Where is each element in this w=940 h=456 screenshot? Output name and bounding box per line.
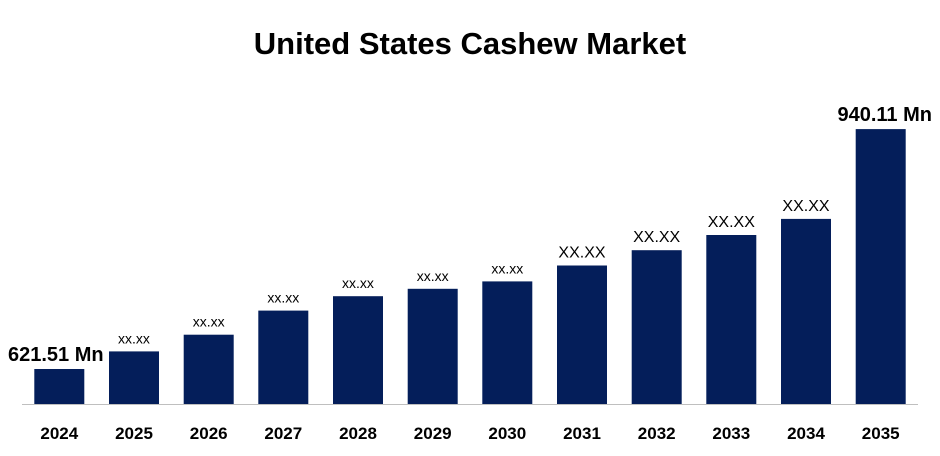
x-tick-label-2026: 2026 xyxy=(190,424,228,443)
bar-2034 xyxy=(781,218,831,404)
x-tick-labels-group: 2024 2025 2026 2027 2028 2029 2030 2031 2032 2033… xyxy=(40,424,899,443)
x-tick-label-2034: 2034 xyxy=(787,424,825,443)
value-label-2027: xx.xx xyxy=(267,290,299,306)
bar-2025 xyxy=(109,351,159,404)
x-tick-label-2035: 2035 xyxy=(862,424,900,443)
value-labels-group: 621.51 Mn xx.xx xx.xx xx.xx xx.xx xx.xx xx.xx X… xyxy=(8,104,932,366)
value-label-2030: xx.xx xyxy=(491,260,523,276)
bar-2033 xyxy=(706,235,757,404)
bar-2032 xyxy=(631,250,682,404)
bar-2029 xyxy=(407,288,458,404)
value-label-2034: XX.XX xyxy=(782,198,829,215)
value-label-2025: xx.xx xyxy=(118,330,150,346)
bar-2026 xyxy=(183,334,234,404)
x-tick-label-2027: 2027 xyxy=(264,424,302,443)
bar-2024 xyxy=(34,369,85,404)
bars-group xyxy=(34,129,906,404)
x-tick-label-2024: 2024 xyxy=(40,424,78,443)
x-tick-label-2031: 2031 xyxy=(563,424,601,443)
x-tick-label-2025: 2025 xyxy=(115,424,153,443)
chart-title: United States Cashew Market xyxy=(253,26,687,61)
x-tick-label-2029: 2029 xyxy=(414,424,452,443)
value-label-2024: 621.51 Mn xyxy=(8,344,104,366)
x-tick-label-2032: 2032 xyxy=(638,424,676,443)
value-label-2029: xx.xx xyxy=(417,268,449,284)
bar-2027 xyxy=(258,310,309,404)
bar-2035 xyxy=(855,129,906,404)
bar-2031 xyxy=(557,265,607,404)
value-label-2033: XX.XX xyxy=(708,214,755,231)
x-tick-label-2033: 2033 xyxy=(712,424,750,443)
value-label-2026: xx.xx xyxy=(193,314,225,330)
value-label-2032: XX.XX xyxy=(633,229,680,246)
value-label-2028: xx.xx xyxy=(342,275,374,291)
bar-2028 xyxy=(333,296,383,404)
value-label-2031: XX.XX xyxy=(558,245,605,262)
x-tick-label-2030: 2030 xyxy=(488,424,526,443)
bar-2030 xyxy=(482,281,533,404)
x-tick-label-2028: 2028 xyxy=(339,424,377,443)
value-label-2035: 940.11 Mn xyxy=(837,104,932,126)
